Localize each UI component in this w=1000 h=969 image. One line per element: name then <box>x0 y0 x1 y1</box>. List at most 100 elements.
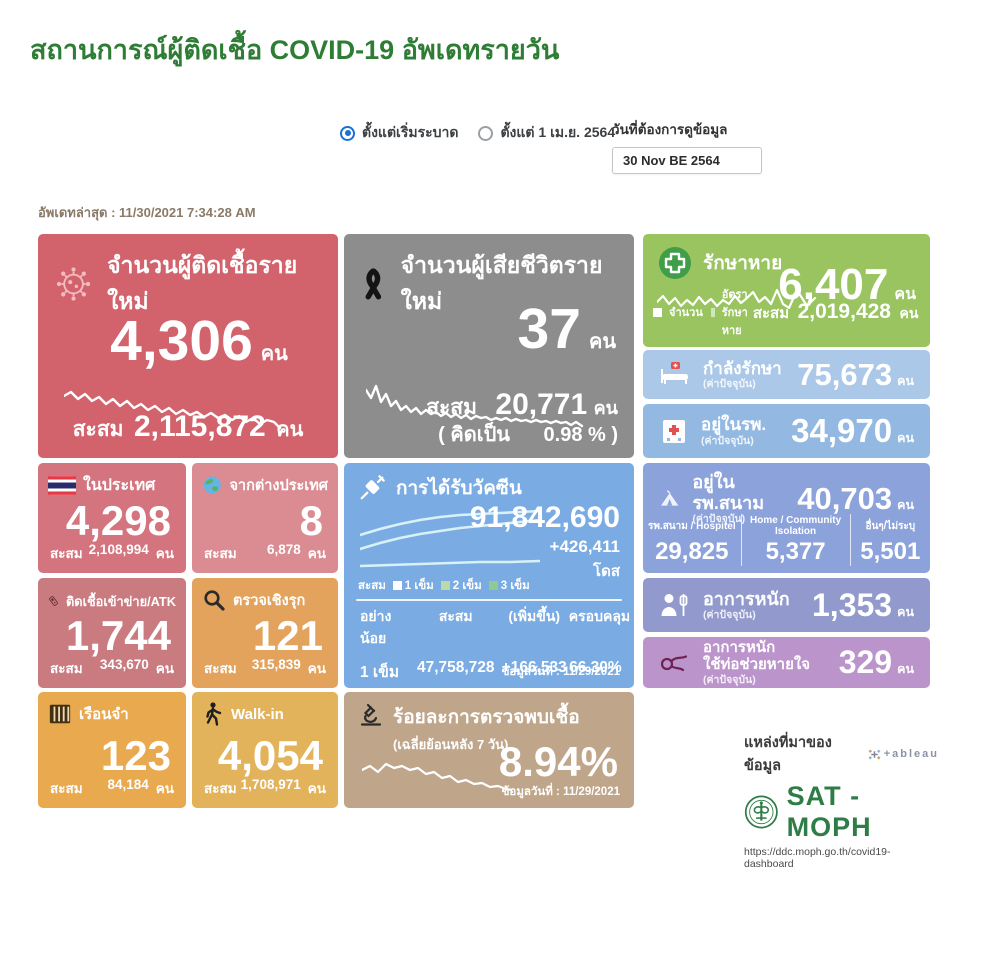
in-hospital-value: 34,970 คน <box>791 412 914 449</box>
radio-selected-icon[interactable] <box>340 125 355 141</box>
source-url[interactable]: https://ddc.moph.go.th/covid19-dashboard <box>744 846 891 870</box>
proactive-value: 121 <box>252 612 323 659</box>
date-picker-label: วันที่ต้องการดูข้อมูล <box>612 122 728 137</box>
in-treatment-value: 75,673 คน <box>797 356 914 392</box>
card-ventilator: อาการหนัก ใช้ท่อช่วยหายใจ (ค่าปัจจุบัน) … <box>643 637 930 688</box>
card-domestic: ในประเทศ 4,298 สะสม 2,108,994 คน <box>38 463 186 573</box>
ventilator-title: อาการหนัก ใช้ท่อช่วยหายใจ (ค่าปัจจุบัน) <box>703 639 811 686</box>
in-hospital-title: อยู่ในรพ. (ค่าปัจจุบัน) <box>701 415 767 447</box>
field-hospital-breakdown: รพ.สนาม / Hospitel 29,825 Home / Communi… <box>643 514 930 566</box>
new-deaths-title: จำนวนผู้เสียชีวิตรายใหม่ <box>400 252 603 314</box>
new-deaths-sparkline <box>366 384 584 428</box>
vaccine-title: การได้รับวัคซีน <box>396 478 522 499</box>
radio-unselected-icon[interactable] <box>478 125 494 141</box>
ribbon-icon <box>365 268 382 300</box>
patient-iv-icon <box>661 594 688 616</box>
data-source-block: แหล่งที่มาของข้อมูล +ableau <box>744 731 939 870</box>
vaccine-table: อย่างน้อย สะสม (เพิ่มขึ้น) ครอบคลุม 1 เข… <box>360 608 631 681</box>
virus-icon <box>56 267 91 301</box>
in-treatment-title: กำลังรักษา (ค่าปัจจุบัน) <box>703 358 782 391</box>
atk-test-icon <box>49 596 58 606</box>
abroad-cumulative: สะสม 6,878 คน <box>204 542 326 561</box>
domestic-cumulative: สะสม 2,108,994 คน <box>50 542 174 561</box>
positive-rate-data-date: ข้อมูลวันที่ : 11/29/2021 <box>501 786 620 798</box>
source-label: แหล่งที่มาของข้อมูล <box>744 735 832 774</box>
radio-since-april[interactable]: ตั้งแต่ 1 เม.ย. 2564 <box>478 122 615 144</box>
card-new-deaths: จำนวนผู้เสียชีวิตรายใหม่ 37 คน สะสม 20,77… <box>344 234 634 458</box>
severe-value: 1,353 คน <box>812 586 914 623</box>
walkin-value: 4,054 <box>217 732 323 779</box>
prison-bars-icon <box>49 704 71 724</box>
severe-title: อาการหนัก (ค่าปัจจุบัน) <box>703 588 790 622</box>
card-in-hospital: อยู่ในรพ. (ค่าปัจจุบัน) 34,970 คน <box>643 404 930 458</box>
magnifier-icon <box>204 590 225 611</box>
date-input[interactable] <box>612 147 762 174</box>
card-positive-rate: ร้อยละการตรวจพบเชื้อ (เฉลี่ยย้อนหลัง 7 ว… <box>344 692 634 808</box>
page-title: สถานการณ์ผู้ติดเชื้อ COVID-19 อัพเดทรายว… <box>30 35 560 65</box>
vaccine-minichart <box>360 509 540 568</box>
field-hospital-title: อยู่ในรพ.สนาม (ค่าปัจจุบัน) <box>692 472 765 526</box>
recovered-cumulative: สะสม 2,019,428 คน <box>752 299 919 323</box>
microscope-icon <box>360 703 382 726</box>
dose3-swatch <box>488 581 498 590</box>
atk-cumulative: สะสม 343,670 คน <box>50 657 174 676</box>
card-abroad: จากต่างประเทศ 8 สะสม 6,878 คน <box>192 463 338 573</box>
last-update-text: อัพเดทล่าสุด : 11/30/2021 7:34:28 AM <box>38 205 256 220</box>
new-deaths-cumulative: สะสม 20,771 คน <box>426 388 618 421</box>
abroad-value: 8 <box>299 497 323 544</box>
new-cases-cumulative: สะสม 2,115,872 คน <box>72 410 304 443</box>
tableau-mark-icon <box>868 749 880 759</box>
divider <box>356 599 622 601</box>
hospital-building-icon <box>663 420 685 443</box>
card-new-cases: จำนวนผู้ติดเชื้อรายใหม่ 4,306 คน สะสม 2,1… <box>38 234 338 458</box>
card-vaccine: การได้รับวัคซีน 91,842,690 +426,411 โดส … <box>344 463 634 688</box>
walking-person-icon <box>206 702 222 726</box>
card-severe: อาการหนัก (ค่าปัจจุบัน) 1,353 คน <box>643 578 930 632</box>
radio-since-april-label: ตั้งแต่ 1 เม.ย. 2564 <box>500 124 616 140</box>
prison-value: 123 <box>100 732 171 779</box>
vaccine-legend: สะสม 1 เข็ม 2 เข็ม 3 เข็ม <box>358 580 530 592</box>
proactive-title: ตรวจเชิงรุก <box>233 592 306 609</box>
positive-rate-title: ร้อยละการตรวจพบเชื้อ <box>393 707 580 728</box>
dose1-swatch <box>392 581 402 590</box>
card-proactive: ตรวจเชิงรุก 121 สะสม 315,839 คน <box>192 578 338 688</box>
atk-title: ติดเชื้อเข้าข่าย/ATK <box>65 593 176 609</box>
vaccine-total: 91,842,690 +426,411 โดส <box>469 501 620 580</box>
hospital-bed-icon <box>661 361 688 384</box>
recovered-value: 6,407 คน <box>778 260 916 309</box>
legend-count-swatch <box>653 307 662 317</box>
new-cases-value: 4,306 คน <box>110 309 288 373</box>
recovered-sparkline <box>657 288 817 310</box>
prison-title: เรือนจำ <box>79 706 129 723</box>
positive-rate-value: 8.94% <box>498 738 618 785</box>
positive-rate-subtitle: (เฉลี่ยย้อนหลัง 7 วัน) <box>393 737 509 752</box>
thai-flag-icon <box>48 476 76 495</box>
domestic-title: ในประเทศ <box>83 477 156 494</box>
date-picker-group: วันที่ต้องการดูข้อมูล <box>612 118 764 174</box>
recovered-title: รักษาหาย <box>703 253 783 274</box>
card-atk: ติดเชื้อเข้าข่าย/ATK 1,744 สะสม 343,670 ค… <box>38 578 186 688</box>
card-walkin: Walk-in 4,054 สะสม 1,708,971 คน <box>192 692 338 808</box>
vaccine-data-date: ข้อมูลวันที่ : 11/29/2021 <box>501 666 620 678</box>
tent-icon <box>661 490 679 506</box>
syringe-icon <box>360 475 385 500</box>
radio-since-outbreak-label: ตั้งแต่เริ่มระบาด <box>362 124 459 140</box>
walkin-cumulative: สะสม 1,708,971 คน <box>204 777 326 796</box>
dose2-swatch <box>440 581 450 590</box>
period-filter: ตั้งแต่เริ่มระบาด ตั้งแต่ 1 เม.ย. 2564 <box>340 122 615 144</box>
globe-icon <box>203 476 221 494</box>
proactive-cumulative: สะสม 315,839 คน <box>204 657 326 676</box>
atk-value: 1,744 <box>65 612 171 659</box>
card-in-treatment: กำลังรักษา (ค่าปัจจุบัน) 75,673 คน <box>643 350 930 399</box>
abroad-title: จากต่างประเทศ <box>229 477 328 494</box>
sat-moph-logo-text: SAT - MOPH <box>786 781 872 842</box>
healed-cross-icon <box>659 247 691 279</box>
domestic-value: 4,298 <box>65 497 171 544</box>
ventilator-icon <box>660 654 688 671</box>
new-cases-sparkline <box>64 390 282 430</box>
radio-since-outbreak[interactable]: ตั้งแต่เริ่มระบาด <box>340 122 458 144</box>
tableau-logo: +ableau <box>867 747 939 762</box>
field-hospital-value: 40,703 คน <box>797 480 914 516</box>
legend-rate-swatch <box>710 307 715 317</box>
